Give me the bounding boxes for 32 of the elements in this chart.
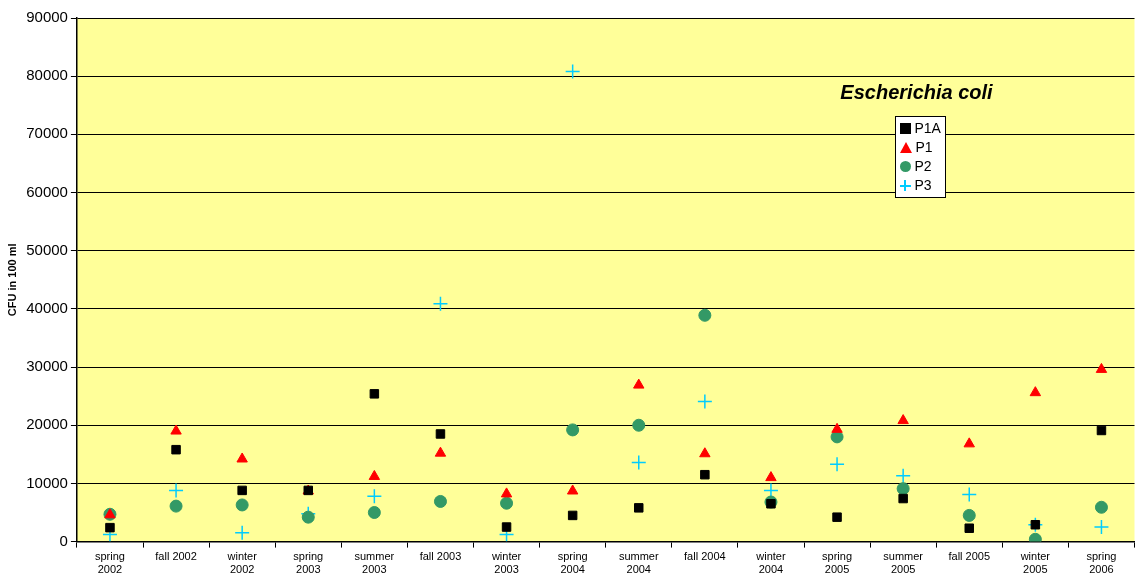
- x-tick-label: spring 2003: [293, 550, 324, 576]
- x-tick-label: spring 2004: [557, 550, 588, 576]
- y-axis-title: CFU in 100 ml: [5, 243, 18, 317]
- x-tick-label: winter 2004: [755, 550, 786, 576]
- legend-label: P2: [914, 157, 932, 176]
- y-tick-label: 60000: [26, 182, 68, 200]
- x-tick-label: summer 2004: [618, 550, 659, 576]
- x-tick-label: spring 2006: [1086, 550, 1117, 576]
- y-tick-label: 0: [59, 531, 68, 549]
- y-tick-label: 90000: [26, 8, 68, 26]
- x-tick-label: fall 2002: [155, 550, 197, 563]
- x-tick-label: fall 2003: [419, 550, 462, 563]
- legend-label: P1: [915, 138, 933, 157]
- x-tick-label: spring 2002: [94, 550, 125, 576]
- y-tick-label: 50000: [26, 240, 68, 258]
- x-tick-label: summer 2003: [354, 550, 395, 576]
- x-tick-label: winter 2003: [490, 550, 522, 576]
- legend-label: P3: [914, 176, 932, 195]
- text: Escherichia coli: [840, 80, 994, 103]
- legend-label: P1A: [914, 119, 941, 138]
- y-tick-label: 30000: [26, 357, 68, 375]
- y-tick-label: 10000: [26, 473, 68, 491]
- x-tick-label: fall 2004: [684, 550, 726, 563]
- y-tick-label: 20000: [26, 415, 68, 433]
- x-tick-label: winter 2002: [226, 550, 258, 576]
- y-tick-label: 70000: [26, 124, 68, 142]
- x-tick-label: winter 2005: [1019, 550, 1051, 576]
- y-tick-label: 80000: [26, 66, 68, 84]
- x-tick-label: fall 2005: [948, 550, 991, 563]
- y-tick-label: 40000: [26, 299, 68, 317]
- x-tick-label: summer 2005: [883, 550, 924, 576]
- x-tick-label: spring 2005: [822, 550, 853, 576]
